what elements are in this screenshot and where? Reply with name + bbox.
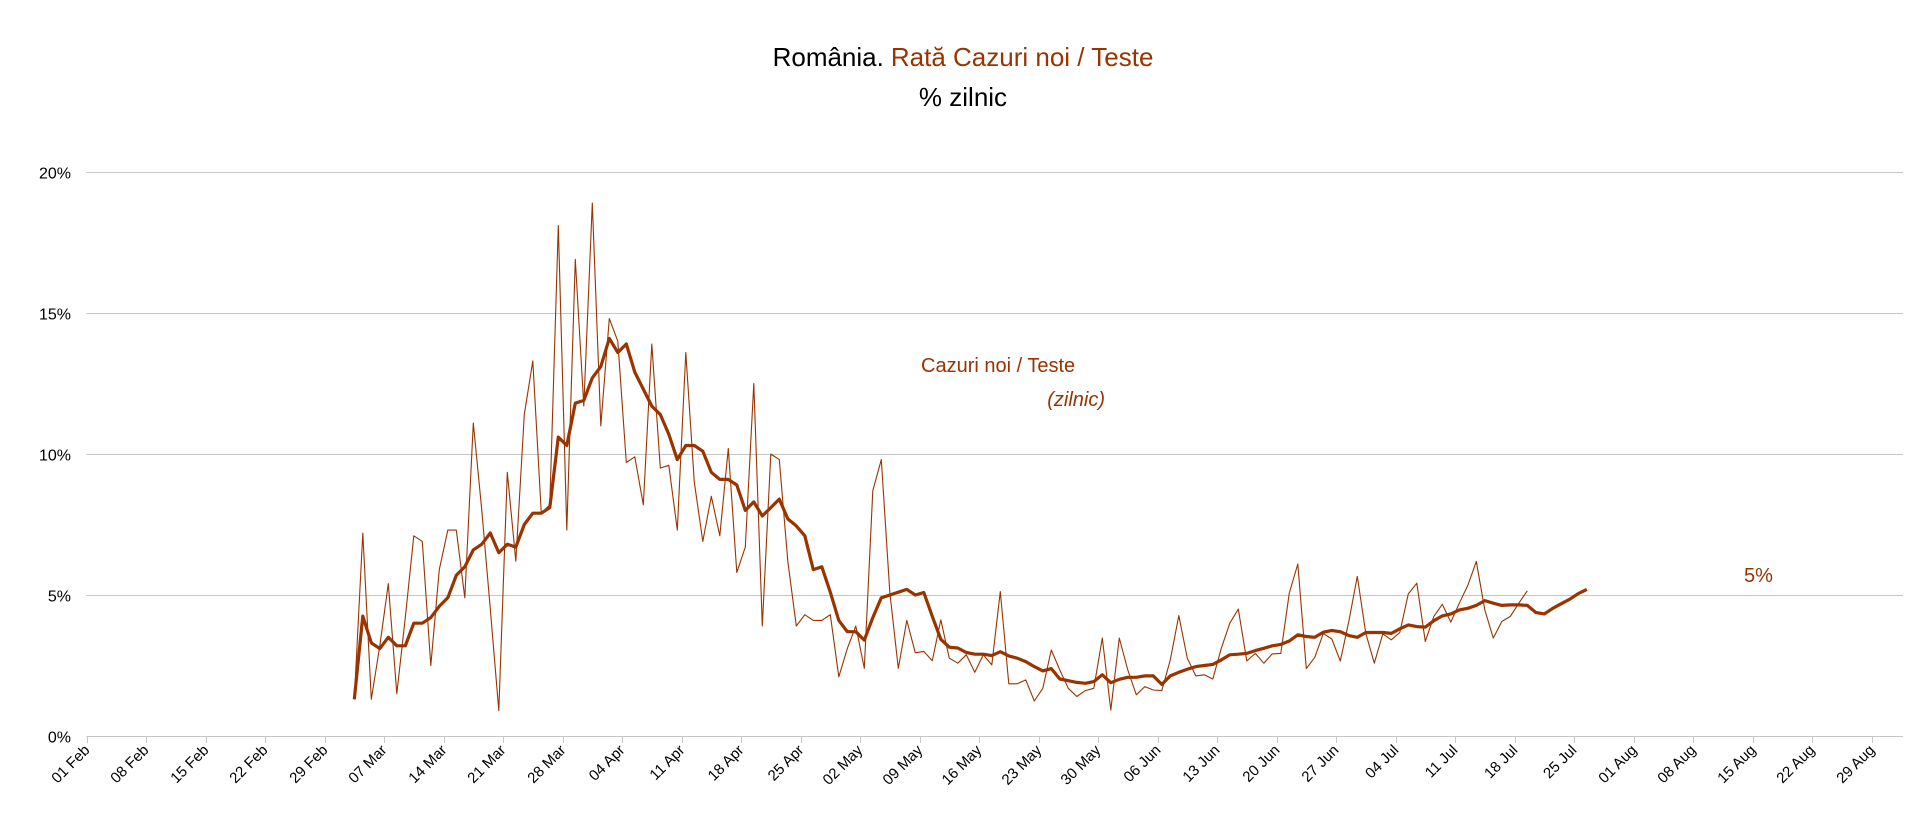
x-tick-label: 04 Jul [1362, 742, 1402, 782]
title-part1: România. [773, 42, 884, 72]
chart-subtitle: % zilnic [919, 82, 1007, 112]
series-annotation-sub: (zilnic) [1047, 389, 1105, 411]
x-tick-label: 18 Apr [705, 742, 748, 785]
y-tick-label: 5% [48, 589, 71, 606]
x-tick-label: 11 Apr [646, 742, 688, 784]
x-tick-label: 15 Feb [167, 742, 212, 787]
x-tick-label: 01 Aug [1595, 742, 1640, 787]
x-tick-label: 08 Feb [107, 742, 152, 787]
x-tick-label: 08 Aug [1654, 742, 1699, 787]
series-line [353, 202, 1528, 712]
x-tick-label: 06 Jun [1120, 742, 1164, 786]
x-tick-label: 11 Jul [1422, 742, 1462, 782]
chart-title: România. Rată Cazuri noi / Teste [773, 42, 1154, 72]
x-tick-label: 29 Feb [286, 742, 331, 787]
x-tick-label: 04 Apr [586, 742, 629, 785]
x-tick-label: 18 Jul [1481, 742, 1521, 782]
x-tick-label: 21 Mar [464, 742, 509, 787]
x-tick-label: 27 Jun [1298, 742, 1342, 786]
y-tick-label: 10% [39, 448, 71, 465]
x-tick-label: 22 Aug [1773, 742, 1818, 787]
title-part2: Rată Cazuri noi / Teste [891, 42, 1154, 72]
x-tick-label: 16 May [939, 741, 986, 788]
x-axis: 01 Feb 08 Feb 15 Feb 22 Feb 29 Feb 07 Mar 14 M… [48, 736, 1878, 789]
series-annotation: Cazuri noi / Teste [921, 355, 1075, 377]
x-tick-label: 07 Mar [345, 742, 390, 787]
x-tick-label: 25 Jul [1540, 742, 1580, 782]
y-axis: 0% 5% 10% 15% 20% [39, 166, 71, 747]
y-tick-label: 15% [39, 307, 71, 324]
y-tick-label: 20% [39, 166, 71, 183]
x-tick-label: 02 May [820, 741, 867, 788]
series-line [352, 336, 1588, 700]
x-tick-label: 28 Mar [524, 742, 569, 787]
x-tick-label: 01 Feb [48, 742, 93, 787]
series-moving-average [352, 336, 1588, 700]
x-tick-label: 25 Apr [765, 742, 808, 785]
value-annotation: 5% [1744, 565, 1773, 587]
x-tick-label: 14 Mar [405, 742, 450, 787]
series-group [352, 202, 1588, 712]
x-tick-label: 09 May [880, 741, 927, 788]
x-tick-label: 23 May [999, 741, 1046, 788]
x-tick-label: 13 Jun [1179, 742, 1223, 786]
x-tick-label: 30 May [1058, 741, 1105, 788]
x-tick-label: 15 Aug [1714, 742, 1759, 787]
y-tick-label: 0% [48, 730, 71, 747]
x-tick-label: 20 Jun [1239, 742, 1283, 786]
x-tick-label: 29 Aug [1833, 742, 1878, 787]
x-tick-label: 22 Feb [226, 742, 271, 787]
